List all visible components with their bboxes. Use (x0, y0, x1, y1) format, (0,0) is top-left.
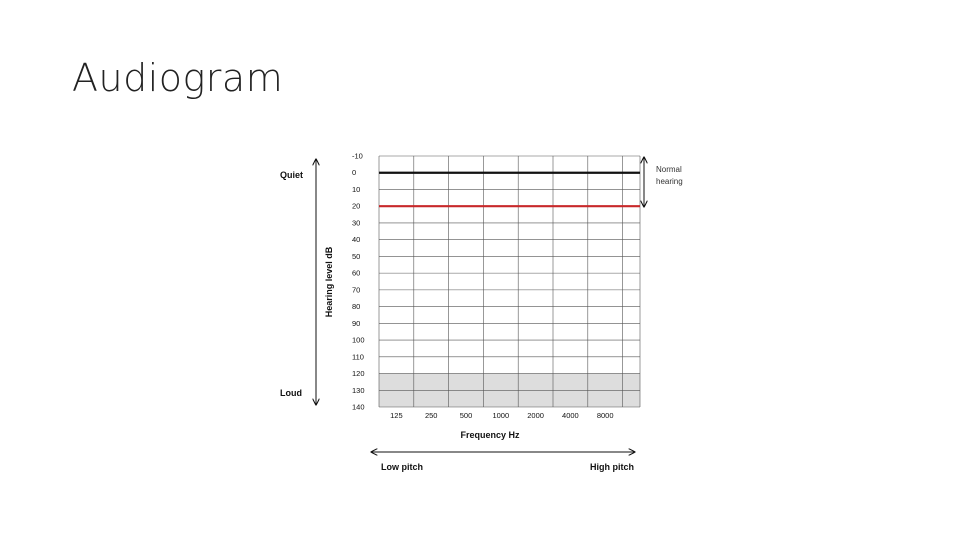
normal-hearing-label-line1: Normal (656, 165, 682, 174)
y-tick-label: 140 (352, 403, 365, 412)
y-tick-label: 20 (352, 202, 360, 211)
chart-grid (378, 155, 641, 408)
y-tick-label: 0 (352, 168, 356, 177)
loud-label: Loud (280, 388, 302, 398)
x-tick-label: 8000 (597, 411, 614, 420)
y-axis-label: Hearing level dB (324, 246, 334, 317)
y-tick-label: -10 (352, 152, 363, 161)
x-tick-label: 4000 (562, 411, 579, 420)
y-tick-label: 60 (352, 269, 360, 278)
x-tick-label: 250 (425, 411, 438, 420)
y-tick-label: 80 (352, 302, 360, 311)
x-tick-label: 125 (390, 411, 403, 420)
tick-labels: -10 0 10 20 30 40 50 60 70 80 90 100 110 120 130 140 125… (352, 152, 614, 421)
high-pitch-label: High pitch (590, 462, 634, 472)
slide-title: Audiogram (72, 56, 284, 100)
normal-hearing-label-line2: hearing (656, 177, 683, 186)
x-tick-label: 2000 (527, 411, 544, 420)
reference-lines (379, 171, 640, 208)
x-tick-label: 500 (460, 411, 473, 420)
y-tick-label: 110 (352, 352, 364, 361)
x-axis-label: Frequency Hz (460, 430, 520, 440)
low-pitch-label: Low pitch (381, 462, 423, 472)
y-tick-label: 40 (352, 235, 360, 244)
y-tick-label: 10 (352, 185, 360, 194)
y-tick-label: 50 (352, 252, 360, 261)
y-tick-label: 120 (352, 369, 365, 378)
y-tick-label: 30 (352, 218, 360, 227)
y-tick-label: 100 (352, 336, 365, 345)
x-tick-label: 1000 (492, 411, 509, 420)
quiet-label: Quiet (280, 170, 303, 180)
y-tick-label: 70 (352, 285, 360, 294)
y-tick-label: 130 (352, 386, 365, 395)
y-tick-label: 90 (352, 319, 360, 328)
